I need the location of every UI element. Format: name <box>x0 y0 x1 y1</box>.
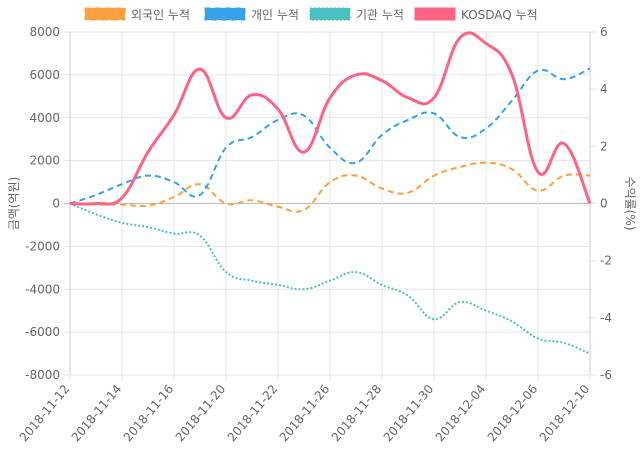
x-tick-label: 2018-11-30 <box>381 382 437 444</box>
x-tick-label: 2018-11-20 <box>173 382 229 444</box>
x-tick-label: 2018-12-10 <box>537 382 593 444</box>
legend-label: 외국인 누적 <box>131 8 190 22</box>
legend-item[interactable]: 개인 누적 <box>204 7 299 22</box>
legend-swatch <box>204 7 246 21</box>
x-tick-label: 2018-11-12 <box>17 382 73 444</box>
legend-label: 기관 누적 <box>356 8 404 22</box>
y-tick-label: -6000 <box>25 325 60 339</box>
x-tick-label: 2018-11-16 <box>121 382 177 444</box>
series-line-2 <box>69 202 591 355</box>
series-line-3 <box>69 31 592 206</box>
series-line-1 <box>69 67 591 205</box>
y-tick-label: 0 <box>52 197 60 211</box>
legend-swatch <box>309 7 351 21</box>
y-tick-label: 6000 <box>29 68 60 82</box>
y2-tick-label: 2 <box>600 139 608 153</box>
legend-item[interactable]: 외국인 누적 <box>84 7 190 22</box>
y2-tick-label: 4 <box>600 82 608 96</box>
y-tick-label: -8000 <box>25 368 60 382</box>
y-tick-label: 8000 <box>29 25 60 39</box>
x-tick-label: 2018-11-14 <box>69 382 125 444</box>
x-tick-label: 2018-12-06 <box>485 382 541 444</box>
y2-tick-label: -2 <box>600 254 612 268</box>
y-tick-label: -2000 <box>25 239 60 253</box>
y2-tick-label: 0 <box>600 197 608 211</box>
legend-label: KOSDAQ 누적 <box>461 8 538 22</box>
y-tick-label: 2000 <box>29 154 60 168</box>
x-tick-label: 2018-11-22 <box>225 382 281 444</box>
legend-item[interactable]: 기관 누적 <box>309 7 404 22</box>
y-axis-title: 금액(억원) <box>7 177 21 231</box>
y2-axis-title: 수익률(%) <box>623 177 637 231</box>
y-tick-label: -4000 <box>25 282 60 296</box>
y2-tick-label: 6 <box>600 25 608 39</box>
x-tick-label: 2018-11-28 <box>329 382 385 444</box>
y2-tick-label: -4 <box>600 311 612 325</box>
legend-item[interactable]: KOSDAQ 누적 <box>414 7 538 22</box>
x-tick-label: 2018-12-04 <box>433 382 489 444</box>
legend-swatch <box>414 7 456 21</box>
y-tick-label: 4000 <box>29 111 60 125</box>
legend-swatch <box>84 7 126 21</box>
x-tick-label: 2018-11-26 <box>277 382 333 444</box>
legend-label: 개인 누적 <box>251 8 299 22</box>
y2-tick-label: -6 <box>600 368 612 382</box>
series-line-0 <box>69 161 591 213</box>
